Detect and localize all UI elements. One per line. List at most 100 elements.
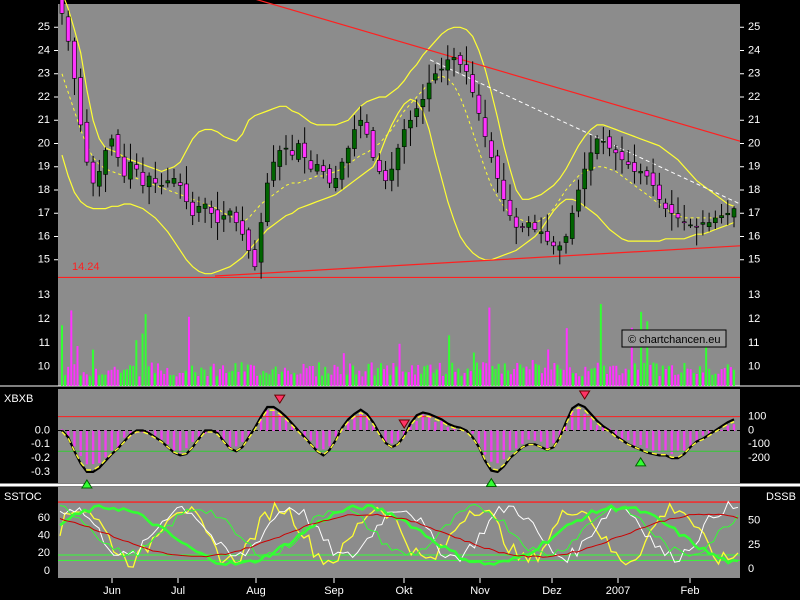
volume-bar (541, 373, 543, 386)
xbxb-histogram-bar (247, 430, 250, 437)
xbxb-histogram-bar (546, 430, 549, 449)
sstoc-lines (58, 500, 740, 568)
volume-tick-label-left: 10 (38, 361, 50, 373)
xbxb-histogram-bar (732, 424, 736, 431)
volume-bar (318, 362, 321, 386)
xbxb-histogram-bar (564, 425, 568, 431)
candle-body (563, 236, 569, 243)
volume-bar (525, 366, 528, 386)
volume-bar (345, 374, 348, 386)
volume-bar (293, 372, 296, 386)
volume-bar (364, 371, 367, 386)
volume-bar (609, 366, 612, 386)
candle-body (582, 168, 587, 190)
xbxb-histogram-bar (421, 414, 425, 431)
candle-body (252, 249, 258, 268)
xbxb-histogram-bar (571, 411, 574, 431)
volume-bar (410, 365, 413, 386)
candle-body (675, 213, 681, 219)
volume-bar (147, 366, 150, 386)
volume-bar (172, 375, 175, 386)
candle-body (308, 160, 314, 170)
volume-bar (135, 340, 138, 386)
volume-bar (222, 365, 225, 386)
volume-bar (321, 375, 324, 386)
candle-body (464, 64, 469, 72)
volume-bar (240, 362, 243, 386)
xbxb-histogram-bar (645, 430, 649, 449)
volume-bar (150, 362, 153, 386)
candle-body (694, 225, 699, 228)
bollinger-lower-line (61, 98, 735, 275)
volume-bar (200, 367, 203, 386)
xbxb-histogram-bar (123, 430, 126, 438)
xbxb-histogram-bar (701, 430, 705, 436)
volume-bar (519, 364, 522, 386)
xbxb-histogram-bar (496, 430, 499, 464)
volume-bar (621, 373, 624, 386)
x-axis-month-label: Okt (395, 585, 412, 597)
volume-tick-label-left: 13 (38, 289, 50, 301)
volume-bar (265, 372, 268, 386)
volume-bar (593, 367, 596, 386)
candle-body (688, 224, 693, 227)
volume-bar (667, 366, 670, 386)
candle-body (177, 182, 183, 186)
candle-body (215, 209, 220, 223)
xbxb-histogram-bar (291, 423, 294, 431)
candle-body (401, 129, 407, 147)
volume-bar (661, 365, 664, 386)
volume-bar (268, 374, 271, 386)
volume-bar (361, 376, 364, 386)
xbxb-histogram-bar (347, 421, 350, 431)
sstoc-fast-line (59, 501, 739, 568)
price-tick-label-right: 21 (748, 114, 760, 126)
volume-bar (389, 375, 392, 386)
candle-body (221, 215, 227, 220)
price-tick-label-left: 18 (38, 184, 50, 196)
volume-bar (395, 366, 398, 386)
volume-bar (262, 370, 265, 386)
volume-bar (287, 370, 290, 386)
volume-bars (61, 304, 735, 386)
xbxb-histogram-bar (172, 430, 176, 451)
candle-body (271, 161, 276, 181)
volume-bar (163, 373, 166, 386)
xbxb-tick-label-right: -200 (748, 452, 770, 464)
volume-bar (237, 371, 240, 386)
xbxb-histogram-bar (371, 426, 375, 431)
volume-bar (243, 371, 246, 386)
volume-bar (683, 362, 686, 386)
volume-bar (652, 362, 655, 386)
candle-body (159, 185, 164, 187)
volume-bar (184, 370, 187, 386)
sstoc-tick-label-left: 60 (38, 512, 50, 524)
candle-body (370, 130, 376, 158)
volume-bar (107, 370, 110, 386)
candle-body (426, 82, 432, 100)
price-tick-label-left: 19 (38, 161, 50, 173)
xbxb-tick-label-left: -0.3 (31, 466, 50, 478)
price-tick-label-left: 17 (38, 207, 50, 219)
candle-body (681, 221, 687, 224)
candle-body (439, 68, 444, 71)
price-tick-label-right: 16 (748, 230, 760, 242)
axis-ticks: 15 15 16 16 17 17 18 18 19 19 20 20 21 21 22 22 23 23 24 24… (31, 21, 770, 577)
volume-bar (119, 372, 122, 386)
volume-bar (674, 374, 677, 386)
xbxb-histogram-bar (471, 430, 474, 434)
candle-body (507, 199, 513, 216)
sstoc-tick-label-left: 0 (44, 565, 50, 577)
sstoc-tick-label-left: 40 (38, 529, 50, 541)
volume-bar (95, 368, 98, 386)
candle-body (314, 164, 320, 172)
xbxb-histogram-bar (633, 430, 636, 446)
candle-body (296, 143, 301, 160)
volume-bar (330, 374, 333, 386)
volume-bar (417, 364, 420, 386)
xbxb-histogram-bar (670, 430, 673, 455)
candle-body (302, 142, 307, 158)
volume-bar (482, 362, 485, 386)
price-tick-label-right: 23 (748, 68, 760, 80)
candle-body (209, 207, 214, 214)
